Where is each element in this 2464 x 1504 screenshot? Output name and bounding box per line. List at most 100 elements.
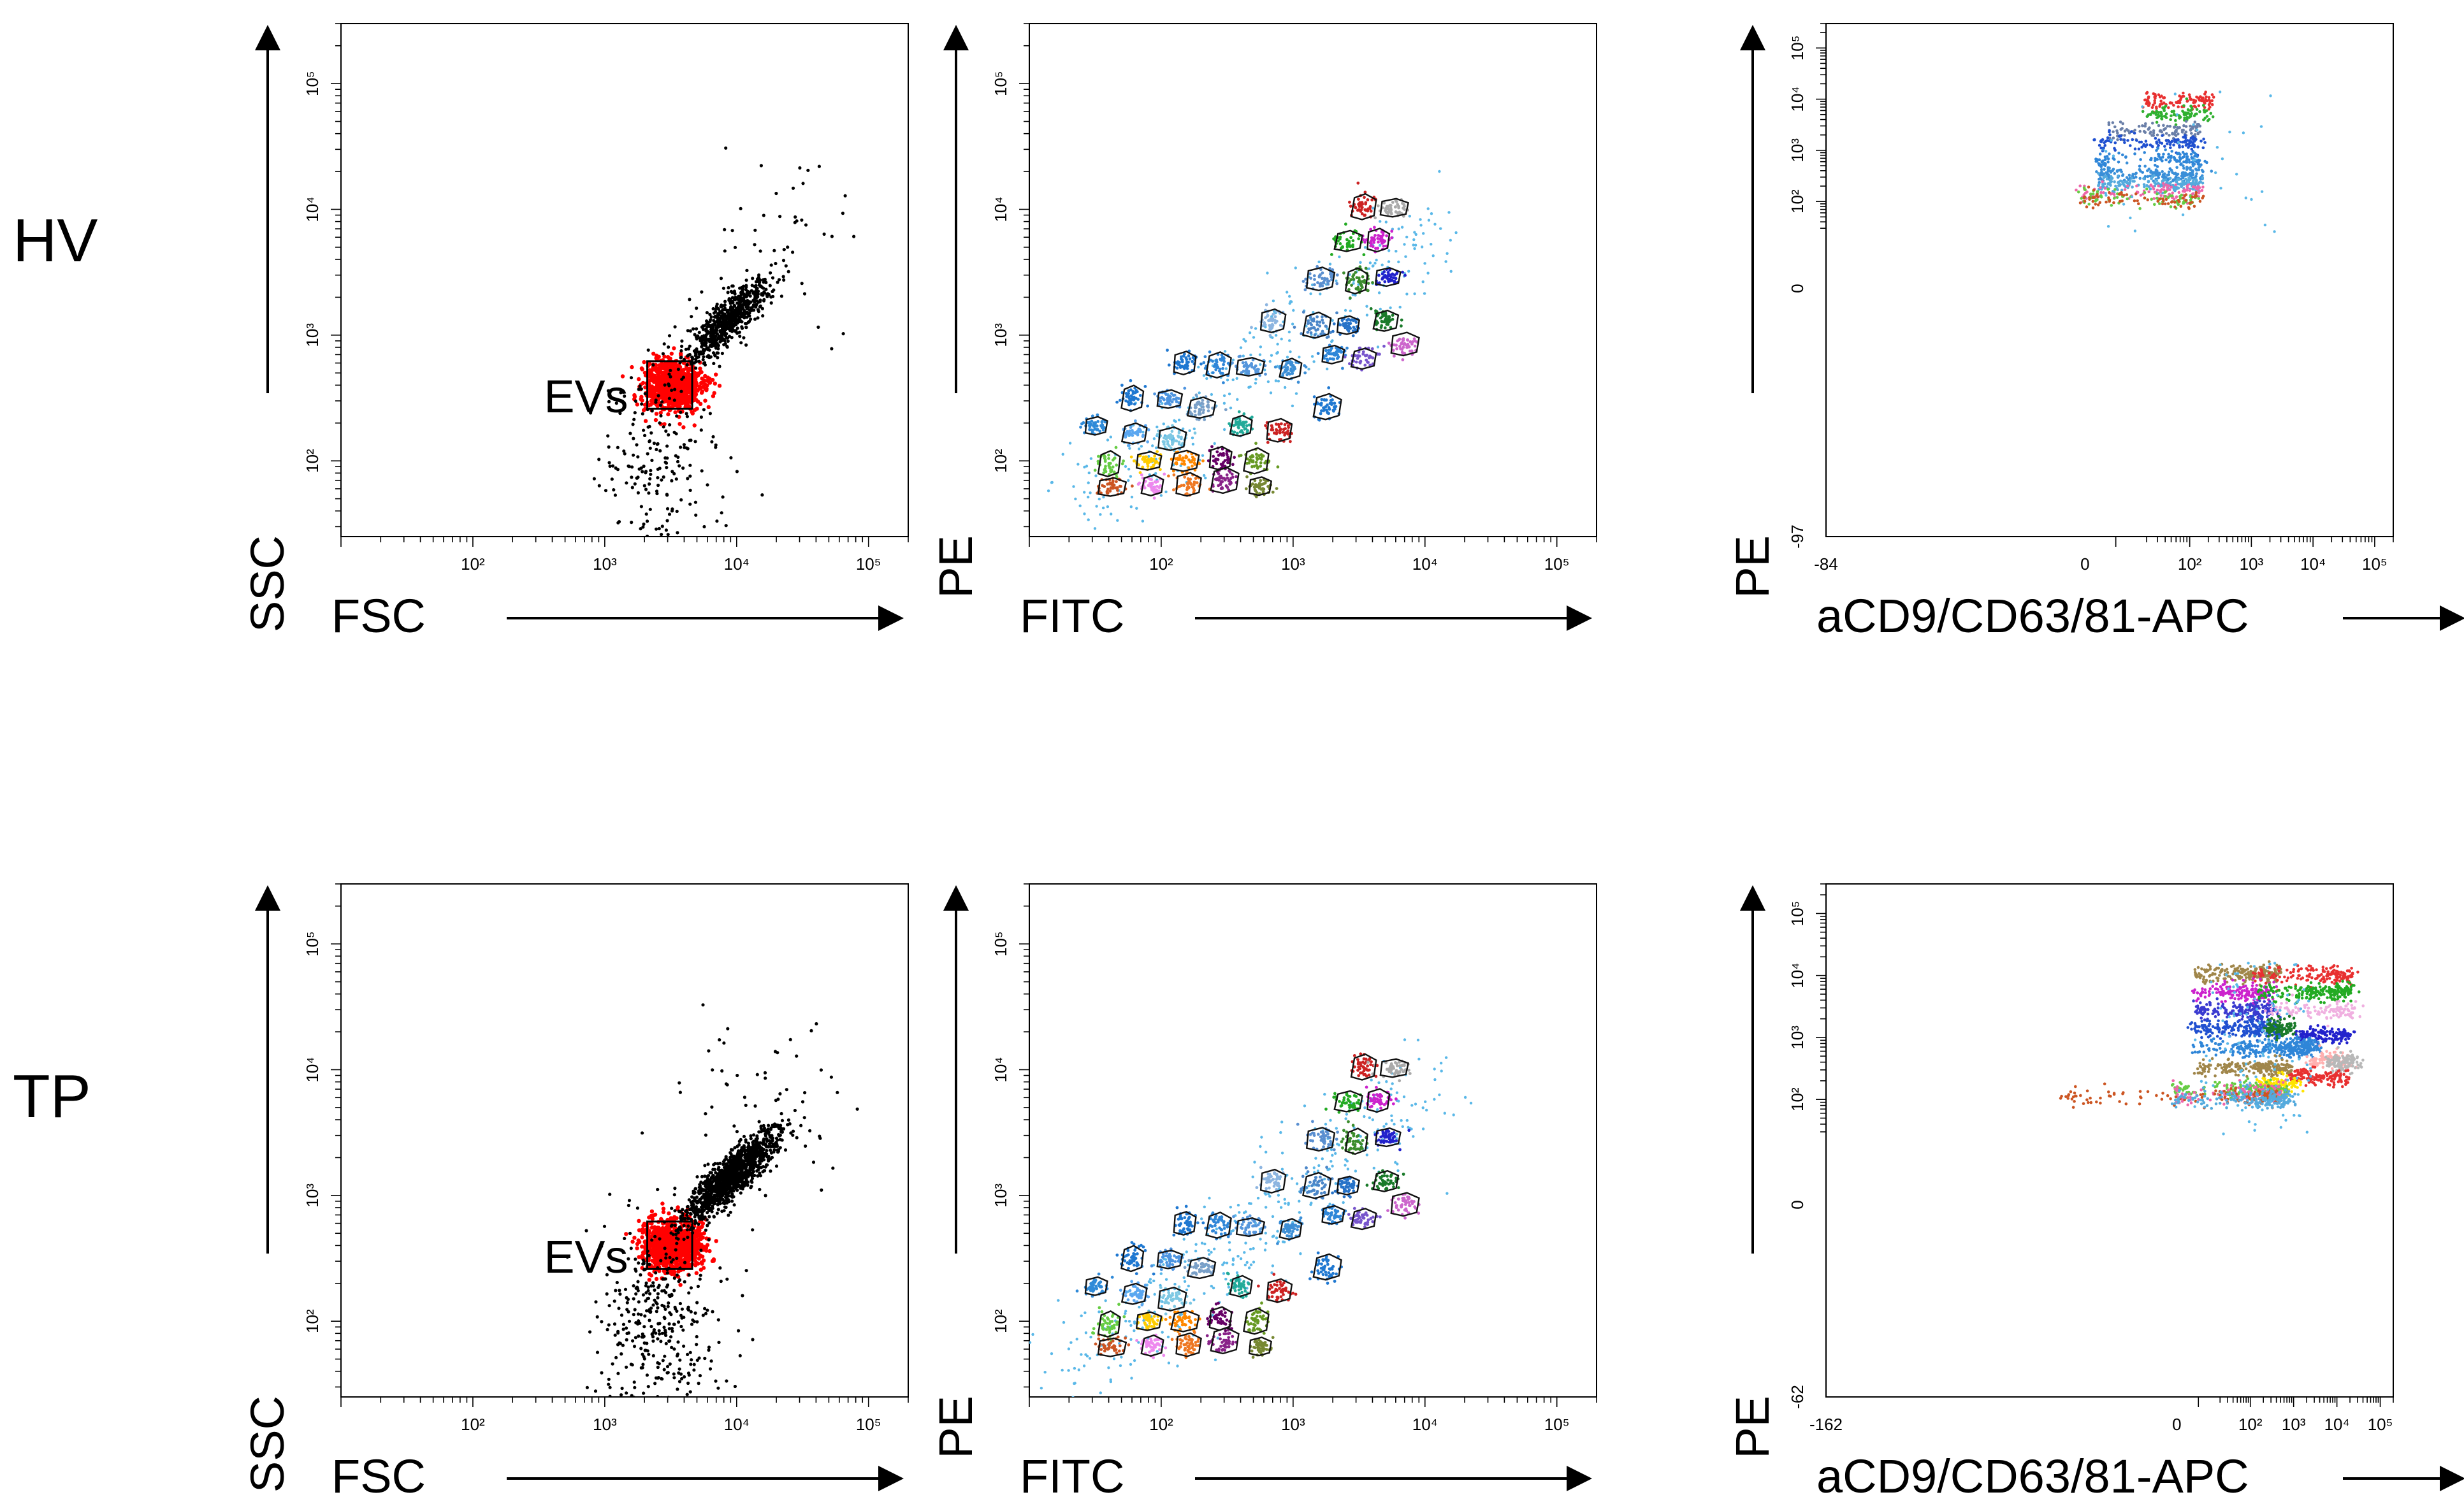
hv-p1-event-main (670, 388, 674, 393)
hv-p2-event-bead (1251, 358, 1255, 362)
hv-p2-event-bead (1096, 428, 1099, 431)
hv-p1-event-EVs (640, 367, 644, 372)
hv-p2-event-bead (1363, 354, 1367, 358)
hv-p2-event-bead (1226, 455, 1230, 459)
hv-p2-event-background (1414, 243, 1417, 247)
hv-p3-event-band (2161, 134, 2164, 137)
hv-p2-event-bead (1335, 357, 1339, 360)
hv-p2-event-bead (1173, 439, 1177, 442)
hv-p1-event-main (729, 313, 733, 317)
hv-p2-bead-gate (1135, 451, 1163, 471)
hv-p1-event-main (743, 322, 748, 326)
hv-p2-event-bead (1401, 270, 1405, 274)
hv-p2-event-bead (1230, 472, 1234, 476)
hv-p1-event-debris (675, 509, 679, 514)
hv-p2-event-bead (1264, 316, 1267, 319)
hv-p1-event-debris (649, 468, 653, 473)
hv-p2-event-background (1156, 425, 1159, 429)
hv-p2-event-background (1388, 249, 1391, 252)
hv-p2-event-bead (1279, 324, 1282, 327)
hv-p3-event-band (2200, 168, 2204, 172)
hv-p1-event-main (758, 284, 762, 288)
hv-p2-event-background (1130, 495, 1134, 499)
hv-p3-event-band (2193, 120, 2197, 124)
hv-p3-event-band (2175, 101, 2178, 104)
hv-p3-event-band (2195, 180, 2198, 183)
hv-p3-event-band (2176, 152, 2179, 155)
hv-p2-event-background (1072, 485, 1075, 488)
hv-p2-event-bead (1259, 488, 1263, 491)
hv-p3-event-band (2157, 138, 2161, 141)
hv-p1-event-EVs (704, 388, 709, 393)
hv-p2-event-background (1222, 428, 1226, 431)
hv-p3-event-band (2152, 134, 2156, 137)
hv-p2-bead-gate (1279, 358, 1303, 380)
hv-p2-event-background (1061, 452, 1064, 456)
hv-p2-event-bead (1153, 392, 1156, 396)
hv-p2-event-bead (1360, 212, 1364, 215)
hv-p3-y-tick-label: 10² (1788, 189, 1807, 213)
hv-p1-event-debris (679, 389, 683, 393)
hv-p3-event-band (2191, 171, 2194, 175)
hv-p1-event-debris (639, 387, 644, 391)
hv-p2-event-bead (1270, 318, 1274, 322)
hv-p2-event-background (1421, 245, 1424, 249)
hv-p1-event-debris (630, 465, 634, 469)
hv-p2-event-bead (1183, 386, 1187, 390)
hv-p2-event-bead (1250, 326, 1253, 329)
hv-p2-event-bead (1388, 277, 1391, 281)
hv-p1-event-EVs (654, 412, 659, 416)
hv-p1-event-main (684, 347, 688, 351)
hv-p2-event-background (1109, 435, 1113, 438)
hv-p2-bead-gate (1248, 476, 1273, 496)
hv-p1-event-EVs (642, 370, 648, 375)
hv-p2-event-background (1408, 215, 1411, 218)
hv-p2-event-bead (1329, 272, 1332, 276)
hv-p2-event-bead (1387, 342, 1391, 345)
hv-p1-event-debris (668, 423, 672, 427)
hv-p1-event-main (716, 351, 720, 355)
hv-p2-event-bead (1275, 487, 1279, 490)
hv-p2-event-bead (1304, 277, 1308, 281)
hv-p1-event-main (746, 290, 750, 294)
hv-p1-ev-gate (646, 360, 693, 410)
hv-p1-event-debris (650, 458, 654, 463)
hv-p2-event-bead (1170, 430, 1174, 433)
hv-p1-event-main (727, 298, 731, 302)
hv-p2-event-bead (1330, 347, 1334, 350)
hv-p1-event-main (757, 280, 760, 284)
hv-p2-event-background (1229, 407, 1233, 410)
hv-p2-event-bead (1383, 326, 1387, 329)
hv-p2-event-background (1397, 228, 1400, 231)
hv-p1-event-debris (688, 488, 692, 493)
hv-p2-event-bead (1255, 456, 1259, 459)
hv-p2-event-bead (1382, 239, 1386, 242)
hv-p2-event-bead (1372, 241, 1376, 244)
hv-p1-event-scatter (841, 332, 845, 336)
hv-p2-event-bead (1341, 366, 1344, 370)
hv-p1-event-debris (665, 519, 669, 523)
hv-p3-event-band (2169, 146, 2172, 150)
hv-p1-event-main (694, 366, 698, 370)
hv-p2-event-bead (1284, 363, 1288, 366)
hv-p3-event-band (2139, 170, 2142, 173)
hv-p1-event-debris (655, 491, 659, 496)
hv-p1-event-debris (630, 486, 634, 489)
hv-p2-event-background (1335, 279, 1338, 282)
hv-p1-event-main (679, 349, 683, 353)
hv-p2-event-background (1074, 497, 1077, 501)
hv-p3-event-band (2174, 134, 2178, 137)
hv-p3-event-band (2121, 173, 2125, 177)
hv-p2-event-background (1068, 442, 1072, 445)
hv-p1-event-debris (606, 389, 611, 393)
hv-p3-event-band (2142, 183, 2146, 186)
hv-p1-event-debris (695, 307, 699, 310)
hv-p1-event-debris (685, 415, 689, 419)
hv-p2-event-bead (1091, 429, 1094, 433)
hv-p3-event-band (2157, 93, 2161, 96)
hv-p2-event-bead (1317, 418, 1321, 422)
hv-p1-event-debris (667, 512, 672, 516)
hv-p2-bead-gate (1173, 351, 1197, 376)
hv-p2-event-background (1274, 334, 1278, 337)
